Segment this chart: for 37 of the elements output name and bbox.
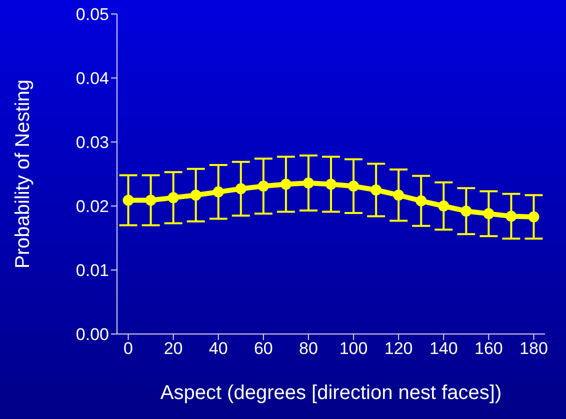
point <box>235 183 246 194</box>
point <box>168 192 179 204</box>
x-tick-label: 20 <box>164 339 183 358</box>
y-tick-label: 0.03 <box>76 133 109 152</box>
point <box>122 194 134 206</box>
x-tick-label: 180 <box>520 339 548 358</box>
point <box>258 180 269 192</box>
point <box>506 210 517 222</box>
point <box>370 184 382 196</box>
x-tick-label: 140 <box>429 339 458 358</box>
y-tick-label: 0.02 <box>76 197 109 216</box>
x-tick-label: 40 <box>208 339 228 358</box>
x-axis-title: Aspect (degrees [direction nest faces]) <box>160 382 502 404</box>
x-tick-label: 80 <box>299 339 318 358</box>
point <box>190 190 202 201</box>
y-tick-label: 0.04 <box>76 69 109 88</box>
point <box>460 206 472 217</box>
y-axis-title: Probability of Nesting <box>12 80 34 268</box>
x-tick-label: 160 <box>474 339 503 358</box>
x-tick-label: 120 <box>384 339 413 358</box>
point <box>438 200 450 212</box>
point <box>302 177 314 188</box>
x-tick-label: 0 <box>124 339 133 358</box>
point <box>483 208 494 220</box>
y-tick-label: 0.01 <box>76 261 109 280</box>
point <box>348 180 360 192</box>
point <box>326 178 336 190</box>
point <box>280 178 292 190</box>
y-tick-label: 0.05 <box>76 5 109 24</box>
point <box>212 186 224 198</box>
point <box>416 195 427 206</box>
point <box>145 194 156 206</box>
y-tick-label: 0.00 <box>76 325 109 344</box>
point <box>393 190 404 201</box>
point <box>528 211 540 222</box>
x-tick-label: 100 <box>339 339 368 358</box>
x-tick-label: 60 <box>254 339 273 358</box>
